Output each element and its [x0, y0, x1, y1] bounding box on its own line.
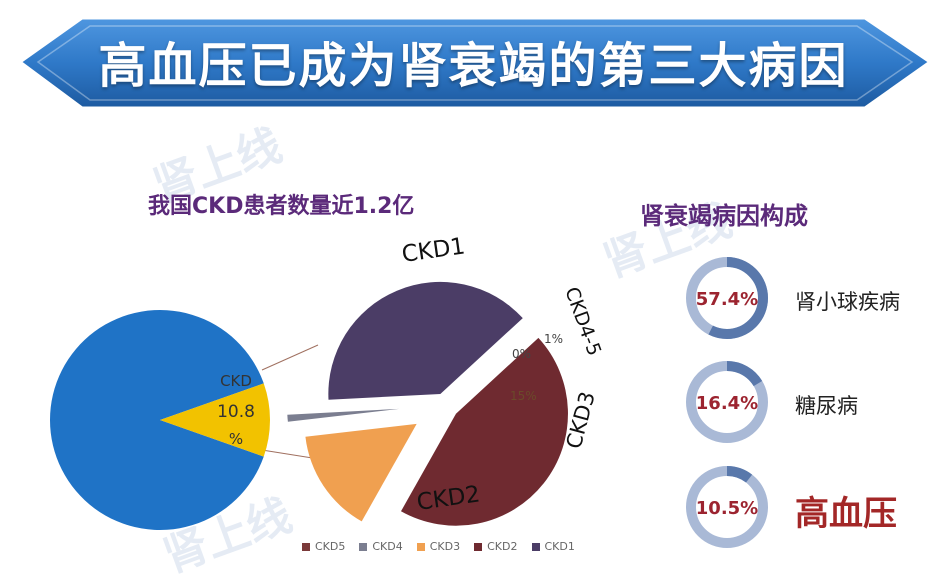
cause-label-diabetes: 糖尿病 [795, 394, 858, 418]
ckd45-percent: 1% [544, 332, 563, 346]
ckd1-slice [328, 281, 523, 400]
legend-item-ckd1: CKD1 [531, 540, 575, 553]
population-pie [49, 309, 271, 530]
legend-swatch-ckd3 [416, 542, 425, 551]
banner-inner-shape [36, 25, 914, 101]
legend-label-ckd5: CKD5 [315, 540, 346, 553]
population-rest-slice [49, 309, 264, 530]
ckd-slice-value: 10.8 [217, 402, 255, 422]
ckd3-slice [305, 423, 417, 522]
cause-chart-title: 肾衰竭病因构成 [640, 202, 808, 230]
ckd3-percent: 15% [510, 389, 537, 403]
ckd45-label: CKD4-5 [560, 284, 605, 359]
cause-ring-fill [686, 466, 768, 548]
legend-label-ckd2: CKD2 [487, 540, 518, 553]
cause-rings: 57.4% 16.4% 10.5% [686, 257, 768, 548]
cause-ring-value: 57.4% [696, 289, 758, 310]
ckd-zero-percent: 0% [512, 347, 531, 361]
cause-ring-fill [686, 257, 768, 339]
cause-ring-value: 16.4% [696, 393, 758, 414]
page-title: 高血压已成为肾衰竭的第三大病因 [98, 38, 849, 94]
legend-label-ckd4: CKD4 [372, 540, 403, 553]
population-ckd-slice [160, 383, 271, 457]
legend-swatch-ckd2 [474, 542, 483, 551]
legend-label-ckd3: CKD3 [429, 540, 461, 553]
connector-top [261, 344, 319, 371]
ckd2-slice [400, 337, 568, 526]
ckd-stage-pie [287, 281, 568, 526]
cause-label-glomerular: 肾小球疾病 [795, 290, 900, 314]
legend-swatch-ckd5 [302, 542, 310, 551]
legend-swatch-ckd4 [359, 542, 368, 551]
title-banner [17, 16, 933, 110]
ckd45-slice [287, 408, 400, 422]
charts-canvas: CKD 10.8 % CKD1 CKD2 CKD3 CKD4-5 15% 1% … [49, 233, 768, 548]
legend-item-ckd3: CKD3 [416, 540, 461, 553]
ckd-slice-label: CKD [220, 372, 252, 390]
cause-ring-fill [686, 361, 768, 443]
legend-item-ckd4: CKD4 [359, 540, 403, 553]
cause-label-hypertension: 高血压 [795, 494, 897, 534]
cause-ring-value: 10.5% [696, 498, 758, 519]
ckd-slice-percent: % [229, 430, 243, 448]
legend-label-ckd1: CKD1 [544, 540, 575, 553]
ckd-chart-title: 我国CKD患者数量近1.2亿 [148, 194, 415, 219]
ckd3-label: CKD3 [562, 389, 600, 451]
legend-item-ckd2: CKD2 [474, 540, 518, 553]
ckd1-label: CKD1 [400, 233, 467, 268]
banner-arrow-shape [17, 16, 933, 110]
legend-swatch-ckd1 [531, 542, 540, 551]
ckd-legend: CKD5 CKD4 CKD3 CKD2 CKD1 [302, 540, 575, 553]
legend-item-ckd5: CKD5 [302, 540, 345, 553]
